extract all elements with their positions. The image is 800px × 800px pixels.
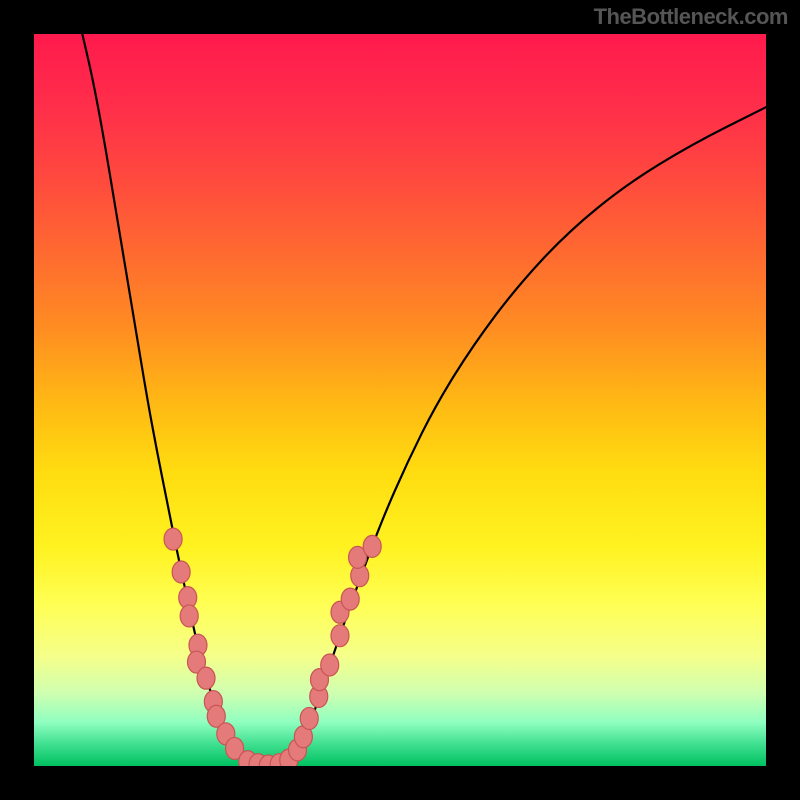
data-marker xyxy=(331,625,349,647)
data-marker xyxy=(180,605,198,627)
chart-svg xyxy=(0,0,800,800)
data-marker xyxy=(321,654,339,676)
data-marker xyxy=(300,707,318,729)
chart-root: TheBottleneck.com xyxy=(0,0,800,800)
data-marker xyxy=(197,667,215,689)
plot-background xyxy=(34,34,766,766)
data-marker xyxy=(363,535,381,557)
data-marker xyxy=(172,561,190,583)
data-marker xyxy=(164,528,182,550)
data-marker xyxy=(341,588,359,610)
watermark-text: TheBottleneck.com xyxy=(594,4,788,30)
